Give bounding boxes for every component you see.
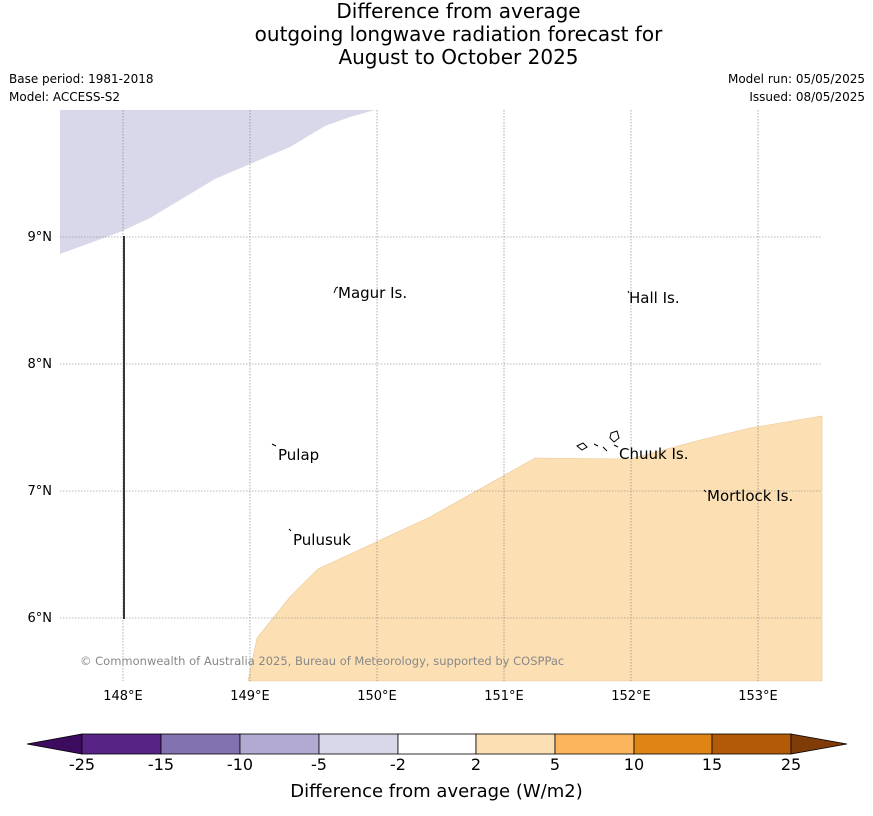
place-label-pulusuk: Pulusuk <box>293 531 351 549</box>
colorbar-segment <box>160 733 241 755</box>
colorbar-tick-label: -15 <box>147 755 175 774</box>
colorbar-segment <box>318 733 399 755</box>
colorbar <box>26 733 848 755</box>
lon-tick-label: 149°E <box>230 689 270 704</box>
colorbar-tick-label: 5 <box>549 755 561 774</box>
chuuk-lagoon-mark <box>576 430 620 452</box>
place-label-pulap: Pulap <box>278 446 319 464</box>
negative-anomaly-region <box>60 110 375 254</box>
map-title: Difference from average outgoing longwav… <box>0 0 873 69</box>
meta-left: Base period: 1981-2018 Model: ACCESS-S2 <box>9 70 154 106</box>
title-line-2: outgoing longwave radiation forecast for <box>254 22 663 46</box>
place-label-magur: Magur Is. <box>338 284 407 302</box>
lon-tick-label: 148°E <box>103 689 143 704</box>
issued-date: Issued: 08/05/2025 <box>749 90 865 104</box>
colorbar-segment <box>397 733 477 755</box>
colorbar-tick-label: 15 <box>701 755 723 774</box>
colorbar-tick-label: -25 <box>68 755 96 774</box>
place-label-mortlock: Mortlock Is. <box>707 487 793 505</box>
colorbar-tick-label: 2 <box>470 755 482 774</box>
title-line-3: August to October 2025 <box>338 45 579 69</box>
colorbar-segment <box>554 733 635 755</box>
colorbar-segment <box>239 733 320 755</box>
lon-tick-label: 151°E <box>484 689 524 704</box>
hall-island-mark <box>627 290 630 294</box>
lat-tick-label: 6°N <box>28 611 53 626</box>
colorbar-segment <box>475 733 556 755</box>
base-period: Base period: 1981-2018 <box>9 72 154 86</box>
positive-anomaly-region <box>247 415 823 682</box>
colorbar-tick-label: 10 <box>623 755 645 774</box>
colorbar-segment <box>81 733 162 755</box>
colorbar-tick-label: -5 <box>311 755 327 774</box>
lon-tick-label: 153°E <box>738 689 778 704</box>
meta-right: Model run: 05/05/2025 Issued: 08/05/2025 <box>728 70 865 106</box>
lat-tick-label: 7°N <box>28 484 53 499</box>
colorbar-extend-low <box>26 733 83 755</box>
model-name: Model: ACCESS-S2 <box>9 90 121 104</box>
mortlock-island-mark <box>703 489 707 493</box>
place-label-hall: Hall Is. <box>629 289 680 307</box>
gridlines <box>60 110 822 681</box>
pulusuk-island-mark <box>288 528 292 532</box>
title-line-1: Difference from average <box>336 0 581 23</box>
island-marks <box>271 286 707 532</box>
colorbar-segment <box>633 733 713 755</box>
model-run: Model run: 05/05/2025 <box>727 72 865 86</box>
lat-tick-label: 8°N <box>28 357 53 372</box>
lat-tick-label: 9°N <box>28 230 53 245</box>
copyright-notice: © Commonwealth of Australia 2025, Bureau… <box>80 654 564 668</box>
colorbar-tick-label: -10 <box>226 755 254 774</box>
magur-island-mark <box>333 286 339 294</box>
pulap-island-mark <box>271 443 277 447</box>
colorbar-tick-label: 25 <box>780 755 802 774</box>
colorbar-segment <box>711 733 792 755</box>
lon-tick-label: 152°E <box>611 689 651 704</box>
colorbar-title: Difference from average (W/m2) <box>290 781 583 802</box>
place-label-chuuk: Chuuk Is. <box>619 445 688 463</box>
colorbar-extend-high <box>790 733 848 755</box>
lon-tick-label: 150°E <box>357 689 397 704</box>
colorbar-tick-label: -2 <box>390 755 406 774</box>
